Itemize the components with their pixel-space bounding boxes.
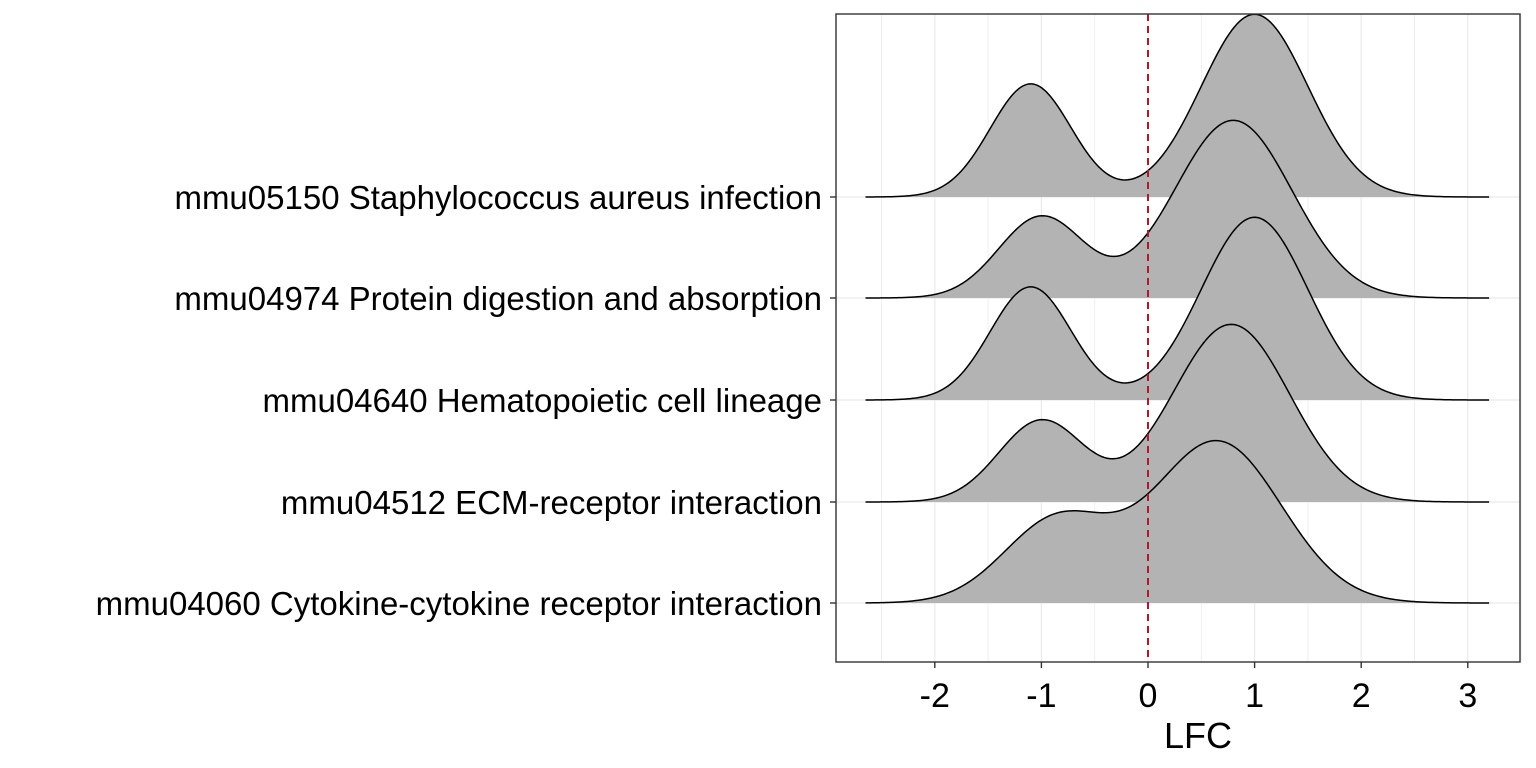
y-tick-label: mmu05150 Staphylococcus aureus infection: [174, 179, 822, 216]
y-tick-label: mmu04640 Hematopoietic cell lineage: [263, 382, 823, 419]
ridge-outline: [865, 323, 1490, 503]
x-tick-label: -1: [1026, 677, 1056, 715]
x-axis-label: LFC: [1164, 715, 1232, 756]
ridges: [865, 13, 1490, 604]
ridge-4: [865, 323, 1490, 503]
panel-border: [835, 13, 1521, 663]
ridge-2: [865, 119, 1490, 299]
x-tick-label: 1: [1245, 677, 1264, 715]
x-tick-label: 2: [1352, 677, 1371, 715]
x-axis: -2 -1 0 1 2 3: [920, 662, 1477, 715]
y-tick-label: mmu04060 Cytokine-cytokine receptor inte…: [96, 585, 822, 622]
ridge-fill: [865, 324, 1490, 502]
ridge-3: [865, 216, 1490, 401]
x-tick-label: 0: [1139, 677, 1158, 715]
y-axis: mmu05150 Staphylococcus aureus infection…: [96, 179, 836, 622]
x-tick-label: 3: [1458, 677, 1477, 715]
y-tick-label: mmu04974 Protein digestion and absorptio…: [174, 280, 822, 317]
ridge-5: [865, 439, 1490, 604]
y-tick-label: mmu04512 ECM-receptor interaction: [281, 484, 822, 521]
ridge-fill: [865, 120, 1490, 298]
ridge-outline: [865, 13, 1490, 198]
ridge-outline: [865, 439, 1490, 604]
x-tick-label: -2: [920, 677, 950, 715]
ridge-fill: [865, 440, 1490, 603]
ridge-1: [865, 13, 1490, 198]
ridge-fill: [865, 14, 1490, 197]
ridge-outline: [865, 216, 1490, 401]
ridge-outline: [865, 119, 1490, 299]
ridge-fill: [865, 217, 1490, 400]
